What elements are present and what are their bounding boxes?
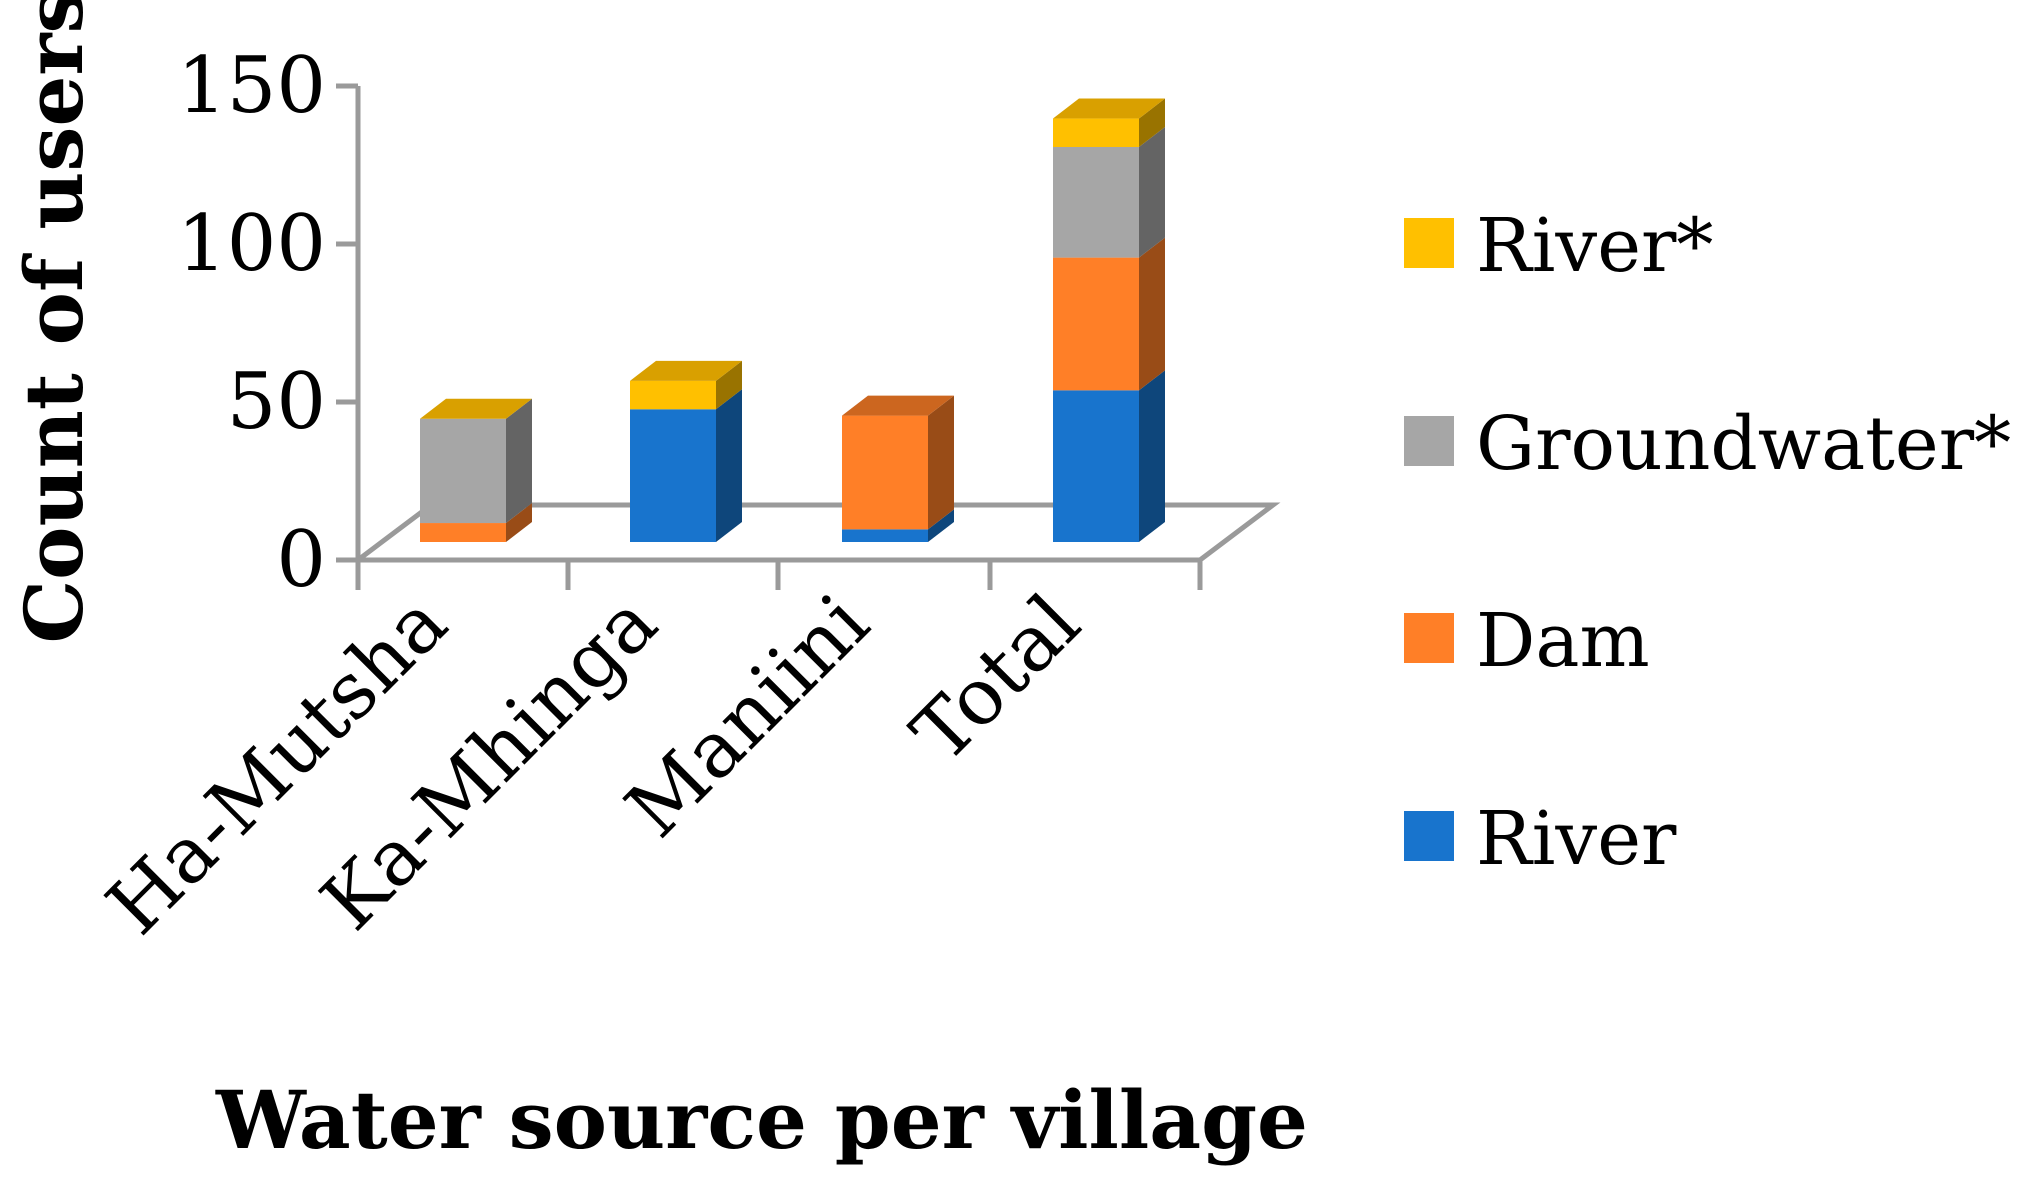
bar-side [1139,370,1165,542]
x-axis-title: Water source per village [215,1073,1308,1167]
bar-side [1139,127,1165,258]
bar-segment-river [1053,370,1165,542]
legend-label: River* [1476,203,1713,289]
bar-top [630,360,742,381]
bar-top [1053,98,1165,119]
bar-front [1053,390,1139,542]
bar-segment-river [1053,98,1165,147]
bar-front [420,418,506,524]
bar-top [842,395,954,416]
bar-front [1053,118,1139,147]
bar-segment-dam [842,395,954,530]
legend: River* Groundwater* Dam River [1404,203,2011,882]
y-axis-title: Count of users [7,0,101,644]
y-tick-label: 100 [177,199,326,289]
bar-side [716,360,742,410]
axes: 0 50 100 150 [177,41,1281,605]
bar-side [506,398,532,524]
bar-front [630,380,716,410]
bar-segment-dam [420,503,532,542]
bar-side [1139,237,1165,391]
bar-side [716,389,742,542]
bar-front [630,409,716,542]
bar-front [842,415,928,530]
bar-segment-dam [1053,237,1165,391]
bar-side [928,395,954,530]
bar-side [928,509,954,542]
bar-side [1139,98,1165,147]
x-category-label: Total [895,578,1097,780]
bar-segment-river [842,509,954,542]
bar-top [420,398,532,419]
bar-front [1053,147,1139,258]
bar-side [506,503,532,542]
bar-segment-groundwater [1053,127,1165,258]
legend-label: Groundwater* [1476,401,2011,487]
legend-swatch [1404,613,1454,663]
bar-front [1053,257,1139,391]
bars [420,98,1165,542]
bar-front [420,523,506,542]
chart-floor [350,502,1281,563]
legend-label: Dam [1476,598,1650,684]
legend-swatch [1404,811,1454,861]
y-tick-label: 0 [276,515,326,605]
bar-segment-groundwater [420,398,532,524]
legend-label: River [1476,796,1677,882]
y-tick-label: 150 [177,41,326,131]
bar-segment-river [630,360,742,410]
y-tick-label: 50 [227,357,326,447]
legend-swatch [1404,416,1454,466]
legend-swatch [1404,218,1454,268]
bar-front [842,529,928,542]
bar-segment-river [630,389,742,542]
